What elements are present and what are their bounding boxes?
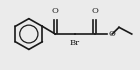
Text: O: O xyxy=(52,7,59,15)
Text: O: O xyxy=(108,30,115,38)
Text: Br: Br xyxy=(70,39,80,47)
Text: O: O xyxy=(91,7,98,15)
